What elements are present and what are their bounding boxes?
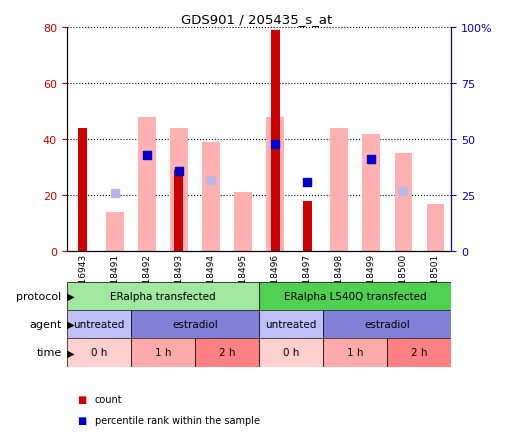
Text: ▶: ▶: [64, 348, 75, 358]
Bar: [174, 171, 183, 252]
Text: ERalpha L540Q transfected: ERalpha L540Q transfected: [284, 291, 427, 301]
Bar: [106, 213, 124, 252]
Text: count: count: [95, 395, 123, 404]
Bar: [427, 204, 444, 252]
Bar: [131, 339, 195, 367]
Bar: [234, 193, 252, 252]
Bar: [195, 339, 259, 367]
Bar: [266, 118, 284, 252]
Bar: [202, 143, 220, 252]
Bar: [131, 310, 259, 339]
Text: estradiol: estradiol: [364, 319, 410, 329]
Text: 2 h: 2 h: [219, 348, 235, 358]
Bar: [259, 339, 323, 367]
Text: ■: ■: [77, 395, 86, 404]
Text: 2 h: 2 h: [411, 348, 428, 358]
Text: GDS901 / 205435_s_at: GDS901 / 205435_s_at: [181, 13, 332, 26]
Text: estradiol: estradiol: [172, 319, 218, 329]
Bar: [323, 310, 451, 339]
Text: 0 h: 0 h: [91, 348, 107, 358]
Text: protocol: protocol: [16, 291, 62, 301]
Text: agent: agent: [29, 319, 62, 329]
Bar: [387, 339, 451, 367]
Bar: [170, 129, 188, 252]
Text: untreated: untreated: [73, 319, 125, 329]
Bar: [363, 135, 380, 252]
Bar: [138, 118, 155, 252]
Text: 0 h: 0 h: [283, 348, 299, 358]
Bar: [330, 129, 348, 252]
Bar: [78, 129, 87, 252]
Bar: [67, 310, 131, 339]
Text: untreated: untreated: [265, 319, 317, 329]
Text: ▶: ▶: [64, 291, 75, 301]
Text: 1 h: 1 h: [154, 348, 171, 358]
Bar: [303, 201, 311, 252]
Bar: [259, 282, 451, 310]
Text: time: time: [36, 348, 62, 358]
Text: ■: ■: [77, 415, 86, 425]
Bar: [259, 310, 323, 339]
Text: ERalpha transfected: ERalpha transfected: [110, 291, 215, 301]
Bar: [270, 31, 280, 252]
Bar: [67, 282, 259, 310]
Bar: [394, 154, 412, 252]
Text: 1 h: 1 h: [347, 348, 364, 358]
Text: ▶: ▶: [64, 319, 75, 329]
Bar: [67, 339, 131, 367]
Bar: [323, 339, 387, 367]
Text: percentile rank within the sample: percentile rank within the sample: [95, 415, 260, 425]
